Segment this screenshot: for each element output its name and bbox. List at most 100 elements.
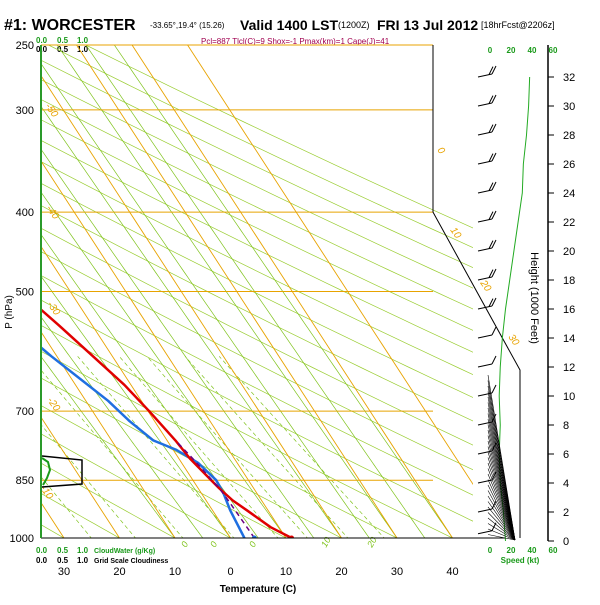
cloud-water-tick: 1.0: [77, 546, 89, 555]
pressure-tick-label: 700: [16, 406, 34, 418]
dry-adiabat: [41, 119, 473, 331]
wind-barb-flag: [491, 94, 497, 104]
mixing-ratio-line: [184, 356, 349, 538]
wind-barb-staff: [477, 160, 493, 165]
isotherm: [41, 331, 176, 538]
height-tick-label: 0: [563, 536, 569, 548]
wind-barb-staff: [477, 131, 493, 136]
height-tick-label: 8: [563, 420, 569, 432]
cloud-water-tick: 1.0: [77, 36, 89, 45]
speed-tick-top: 20: [507, 46, 516, 55]
isotherm-label: 0: [435, 145, 447, 156]
wind-barb-flag: [491, 384, 497, 394]
wind-barb-staff: [477, 334, 493, 339]
temperature-tick-label: 40: [446, 566, 458, 578]
wind-barb-flag: [488, 211, 494, 220]
wind-barb-staff: [477, 276, 493, 281]
temperature-tick-label: 0: [227, 566, 233, 578]
wind-barb-flag: [488, 66, 494, 75]
wind-barb-staff: [477, 392, 493, 397]
height-tick-label: 22: [563, 217, 575, 229]
speed-tick-bottom: 60: [549, 546, 558, 555]
grid-cloud-tick: 0.5: [57, 45, 69, 54]
wind-barb-flag: [491, 152, 497, 162]
pressure-tick-label: 400: [16, 207, 34, 219]
wind-barb-flag: [488, 182, 494, 191]
wind-barb-flag: [491, 123, 497, 133]
wind-barb-flag: [491, 471, 497, 481]
cloud-water-box: [41, 455, 83, 488]
height-tick-label: 20: [563, 246, 575, 258]
height-tick-label: 10: [563, 391, 575, 403]
wind-barb-flag: [491, 500, 497, 510]
wind-barb-flag: [491, 442, 497, 452]
wind-fan-line: [487, 484, 516, 541]
title-forecast: [18hrFcst@2206z]: [481, 20, 555, 30]
mixing-ratio-line: [218, 356, 385, 538]
grid-cloud-tick: 1.0: [77, 45, 89, 54]
speed-tick-top: 0: [488, 46, 493, 55]
wind-barb-staff: [477, 102, 493, 107]
dry-adiabat: [41, 350, 398, 538]
moist-adiabat: [41, 191, 287, 538]
speed-tick-top: 60: [549, 46, 558, 55]
wind-barb-staff: [477, 189, 493, 194]
y-axis-label: P (hPa): [4, 295, 15, 329]
pressure-tick-label: 1000: [10, 533, 34, 545]
dry-adiabat: [41, 377, 343, 538]
cloud-water-tick: 0.5: [57, 36, 69, 45]
isotherm: [41, 160, 287, 538]
dry-adiabat: [41, 227, 473, 446]
wind-barb-flag: [488, 153, 494, 162]
dry-adiabat: [85, 45, 473, 229]
wind-fan-line: [487, 512, 516, 541]
dry-adiabat: [41, 205, 473, 422]
sounding-curves: [41, 307, 295, 538]
speed-tick-bottom: 20: [507, 546, 516, 555]
speed-tick-top: 40: [528, 46, 537, 55]
dry-adiabat: [41, 99, 473, 310]
wind-barb-flag: [491, 181, 497, 191]
dry-adiabat: [41, 140, 473, 353]
height-tick-label: 12: [563, 362, 575, 374]
cloud-water-profile: [41, 455, 83, 488]
wind-barb-flag: [491, 326, 497, 336]
isotherm: [187, 45, 473, 485]
isotherm: [76, 45, 398, 538]
dewpoint-line: [41, 345, 246, 538]
parcel-line: [174, 439, 256, 538]
x-axis-label: Temperature (C): [220, 584, 297, 595]
wind-fan-line: [487, 468, 516, 541]
wind-barb-staff: [477, 450, 493, 455]
wind-barb-staff: [477, 479, 493, 484]
wind-barb-staff: [477, 305, 493, 310]
title-date: FRI 13 Jul 2012: [377, 17, 478, 33]
pressure-tick-label: 850: [16, 475, 34, 487]
wind-barb-flag: [491, 239, 497, 249]
grid-cloud-tick: 0.0: [36, 556, 48, 565]
wind-barb-flag: [491, 413, 497, 423]
height-tick-label: 16: [563, 304, 575, 316]
dry-adiabat: [41, 79, 473, 289]
grid-cloud-tick: 0.5: [57, 556, 69, 565]
mixing-ratio-line: [77, 356, 235, 538]
dry-adiabat: [41, 433, 232, 538]
height-axis-label: Height (1000 Feet): [528, 252, 540, 344]
surface-temperature-marker: [289, 535, 295, 538]
moist-adiabat: [85, 45, 426, 538]
cloud-water-title: CloudWater (g/Kg): [94, 548, 155, 555]
mixing-ratio-line: [118, 356, 279, 538]
dry-adiabat: [41, 492, 121, 538]
grid-cloud-title: Grid Scale Cloudiness: [94, 558, 168, 565]
wind-barb-staff: [477, 421, 493, 426]
cloud-water-tick: 0.0: [36, 36, 48, 45]
wind-fan-line: [487, 473, 516, 541]
temperature-tick-label: 30: [391, 566, 403, 578]
moist-adiabat: [56, 45, 398, 538]
mixing-ratio-label: 0: [179, 540, 190, 549]
wind-barb-flag: [491, 210, 497, 220]
mixing-ratio-label: 0: [208, 540, 219, 549]
isotherm-label: -50: [43, 101, 61, 120]
moist-adiabat: [41, 105, 342, 538]
